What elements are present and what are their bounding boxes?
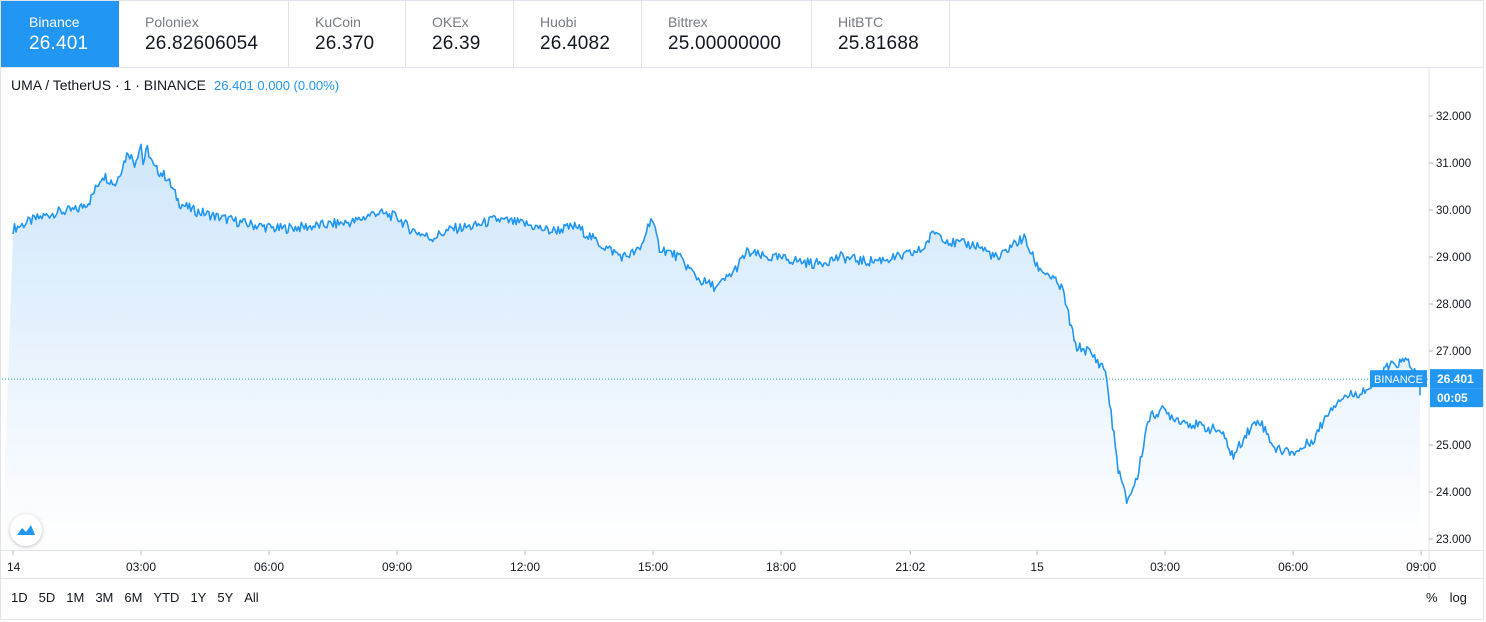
exchange-price: 26.370	[315, 33, 375, 54]
tradingview-logo-icon[interactable]	[10, 514, 42, 546]
x-tick-label: 12:00	[510, 560, 540, 574]
exchange-price: 26.401	[29, 33, 89, 54]
exchange-price: 26.39	[432, 33, 481, 54]
x-tick-label: 03:00	[126, 560, 156, 574]
x-tick-label: 21:02	[895, 560, 925, 574]
countdown-value: 00:05	[1437, 391, 1468, 405]
exchange-tab-bittrex[interactable]: Bittrex 25.00000000	[642, 1, 812, 67]
x-tick-label: 15	[1030, 560, 1044, 574]
y-tick-label: 25.000	[1436, 440, 1471, 452]
exchange-name: Huobi	[540, 14, 577, 30]
exchange-tab-kucoin[interactable]: KuCoin 26.370	[289, 1, 406, 67]
exchange-price: 26.82606054	[145, 33, 259, 54]
log-scale-button[interactable]: log	[1449, 590, 1467, 605]
countdown-badge	[1430, 388, 1483, 408]
exchange-tab-okex[interactable]: OKEx 26.39	[406, 1, 514, 67]
range-button-5d[interactable]: 5D	[38, 590, 56, 605]
range-button-5y[interactable]: 5Y	[217, 590, 234, 605]
exchange-tab-huobi[interactable]: Huobi 26.4082	[514, 1, 642, 67]
series-area-fill	[2, 144, 1420, 549]
x-tick-label: 06:00	[1278, 560, 1308, 574]
y-tick-label: 28.000	[1436, 299, 1471, 311]
exchange-name: HitBTC	[838, 14, 884, 30]
range-button-ytd[interactable]: YTD	[153, 590, 180, 605]
exchange-name: Binance	[29, 14, 80, 30]
exchange-tab-hitbtc[interactable]: HitBTC 25.81688	[812, 1, 950, 67]
exchange-tabs: Binance 26.401 Poloniex 26.82606054 KuCoin 26…	[1, 1, 950, 67]
legend-values: 26.401 0.000 (0.00%)	[214, 78, 340, 93]
exchange-price: 26.4082	[540, 33, 611, 54]
tabs-divider	[0, 67, 1484, 68]
exchange-price: 25.81688	[838, 33, 919, 54]
exchange-tab-binance[interactable]: Binance 26.401	[1, 1, 119, 67]
legend-symbol: UMA / TetherUS · 1 · BINANCE	[11, 77, 207, 93]
last-price-value: 26.401	[1437, 372, 1474, 386]
y-tick-label: 23.000	[1436, 534, 1471, 546]
last-price-exchange-badge	[1370, 370, 1427, 388]
x-tick-label: 06:00	[254, 560, 284, 574]
y-tick-label: 32.000	[1436, 111, 1471, 123]
exchange-tab-poloniex[interactable]: Poloniex 26.82606054	[119, 1, 289, 67]
range-button-1y[interactable]: 1Y	[190, 590, 207, 605]
range-button-1m[interactable]: 1M	[66, 590, 85, 605]
x-tick-label: 14	[7, 560, 21, 574]
y-tick-label: 29.000	[1436, 252, 1471, 264]
chart-legend: UMA / TetherUS · 1 · BINANCE 26.401 0.000…	[11, 77, 339, 93]
y-tick-label: 24.000	[1436, 487, 1471, 499]
last-price-exchange-label: BINANCE	[1374, 374, 1423, 386]
y-tick-label: 27.000	[1436, 346, 1471, 358]
range-button-1d[interactable]: 1D	[11, 590, 28, 605]
range-button-6m[interactable]: 6M	[124, 590, 143, 605]
range-button-3m[interactable]: 3M	[95, 590, 114, 605]
x-tick-label: 09:00	[382, 560, 412, 574]
x-tick-label: 09:00	[1406, 560, 1436, 574]
range-toolbar: 1D 5D 1M 3M 6M YTD 1Y 5Y All	[11, 590, 270, 605]
x-tick-label: 03:00	[1150, 560, 1180, 574]
exchange-name: Bittrex	[668, 14, 708, 30]
series-line	[12, 143, 1421, 505]
x-tick-label: 18:00	[766, 560, 796, 574]
range-button-all[interactable]: All	[244, 590, 259, 605]
last-price-badge	[1430, 369, 1483, 389]
exchange-price: 25.00000000	[668, 33, 782, 54]
exchange-name: Poloniex	[145, 14, 199, 30]
percent-scale-button[interactable]: %	[1426, 590, 1438, 605]
x-tick-label: 15:00	[638, 560, 668, 574]
y-tick-label: 30.000	[1436, 205, 1471, 217]
y-tick-label: 31.000	[1436, 158, 1471, 170]
exchange-name: OKEx	[432, 14, 469, 30]
scale-toolbar: % log	[1426, 590, 1479, 605]
exchange-name: KuCoin	[315, 14, 361, 30]
